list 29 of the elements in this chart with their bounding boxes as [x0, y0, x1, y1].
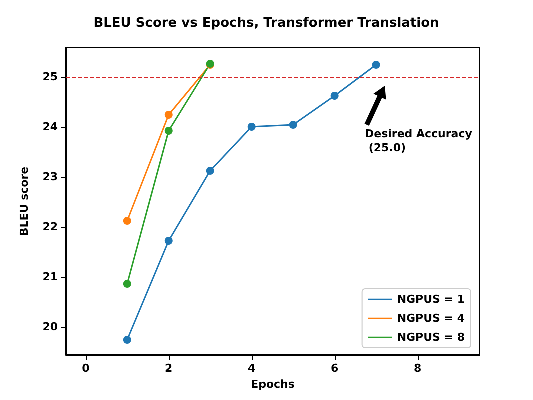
y-tick-label: 22 — [42, 220, 58, 234]
point — [372, 61, 380, 69]
point — [164, 111, 173, 119]
point — [123, 280, 132, 288]
legend-label: NGPUS = 4 — [397, 312, 466, 325]
point — [123, 336, 132, 344]
y-tick-label: 24 — [42, 120, 58, 134]
point — [123, 217, 132, 225]
y-tick-label: 25 — [42, 70, 58, 84]
y-tick-label: 21 — [42, 270, 58, 284]
point — [289, 121, 298, 129]
x-tick-label: 4 — [248, 362, 256, 375]
point — [330, 92, 339, 100]
x-tick-label: 2 — [165, 362, 173, 375]
point — [164, 237, 173, 245]
legend-label: NGPUS = 8 — [397, 331, 466, 344]
point — [206, 167, 214, 175]
x-axis-title: Epochs — [251, 378, 296, 391]
legend-label: NGPUS = 1 — [397, 293, 466, 306]
x-tick-label: 8 — [414, 362, 422, 375]
y-tick-label: 23 — [42, 170, 58, 184]
y-tick-label: 20 — [42, 320, 58, 334]
chart-title: BLEU Score vs Epochs, Transformer Translation — [94, 16, 440, 31]
point — [248, 123, 256, 131]
x-tick-label: 0 — [82, 362, 90, 375]
y-axis-title: BLEU score — [18, 166, 31, 236]
x-tick-label: 6 — [330, 362, 339, 375]
point — [164, 127, 173, 135]
annotation: Desired Accuracy (25.0) — [365, 128, 472, 154]
